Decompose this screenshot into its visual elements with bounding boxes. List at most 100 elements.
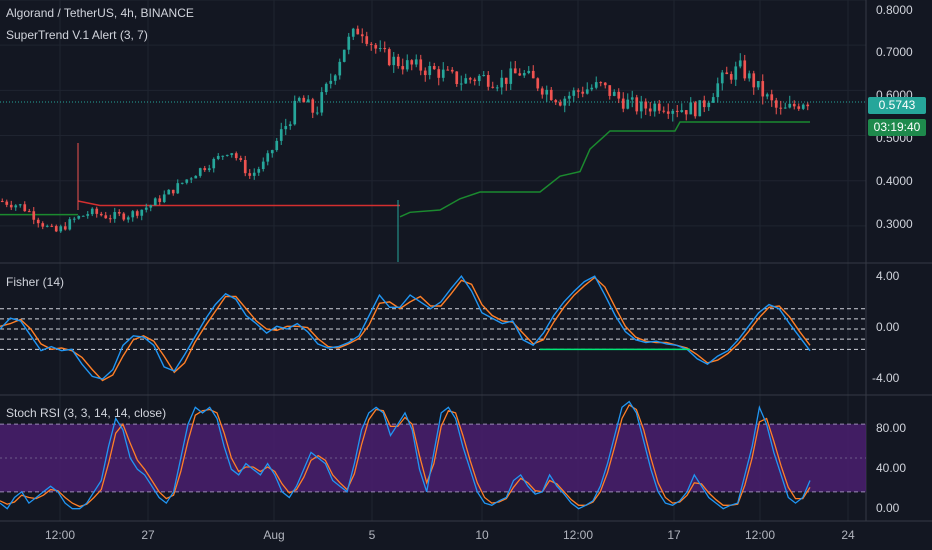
candle-body xyxy=(432,66,436,70)
candle-body xyxy=(396,56,400,67)
candle-body xyxy=(527,70,531,74)
candle-body xyxy=(207,168,211,171)
candle-body xyxy=(554,100,558,103)
time-tick: 5 xyxy=(368,528,376,542)
candle-body xyxy=(545,89,549,95)
candle-body xyxy=(504,77,508,84)
candle-body xyxy=(347,36,351,50)
candle-body xyxy=(635,97,639,112)
candle-body xyxy=(423,70,427,76)
candle-body xyxy=(117,212,121,214)
countdown-tag: 03:19:40 xyxy=(868,119,926,136)
candle-body xyxy=(54,226,58,232)
price-tick: 0.4000 xyxy=(876,174,913,188)
candle-body xyxy=(0,201,4,203)
candle-body xyxy=(518,73,522,76)
candle-body xyxy=(626,99,630,109)
candle-body xyxy=(482,75,486,77)
pane-separators xyxy=(0,0,932,522)
candle-body xyxy=(77,216,81,219)
candle-body xyxy=(266,153,270,162)
candle-body xyxy=(468,78,472,80)
candle-body xyxy=(788,103,792,108)
candle-body xyxy=(378,48,382,50)
candle-body xyxy=(234,153,238,159)
fisher-line xyxy=(0,275,811,380)
candle-body xyxy=(806,104,810,107)
candle-body xyxy=(707,102,711,108)
candle-body xyxy=(684,110,688,115)
candle-body xyxy=(297,97,301,101)
time-tick: 24 xyxy=(841,528,855,542)
candle-body xyxy=(167,189,171,195)
candle-body xyxy=(648,108,652,112)
candle-body xyxy=(572,90,576,96)
candle-body xyxy=(594,82,598,88)
candle-body xyxy=(653,103,657,112)
candle-body xyxy=(212,158,216,169)
candle-body xyxy=(599,82,603,84)
candle-body xyxy=(486,75,490,87)
candle-body xyxy=(225,154,229,156)
stoch-tick: 80.00 xyxy=(876,421,907,435)
candle-body xyxy=(86,214,90,216)
stoch-legend[interactable]: Stoch RSI (3, 3, 14, 14, close) xyxy=(6,406,167,420)
candle-body xyxy=(99,213,103,216)
candle-body xyxy=(612,91,616,96)
candle-body xyxy=(392,56,396,66)
candle-body xyxy=(23,204,27,212)
candle-body xyxy=(63,226,67,230)
candle-body xyxy=(513,68,517,74)
candle-body xyxy=(450,69,454,72)
candle-body xyxy=(446,69,450,71)
candle-body xyxy=(27,211,31,213)
price-tick: 0.3000 xyxy=(876,217,913,231)
time-tick: 27 xyxy=(141,528,155,542)
candle-body xyxy=(608,85,612,96)
candle-body xyxy=(113,212,117,219)
candle-body xyxy=(306,99,310,103)
candle-body xyxy=(765,94,769,97)
candle-body xyxy=(252,172,256,176)
candle-body xyxy=(477,75,481,82)
candle-body xyxy=(455,71,459,85)
candle-body xyxy=(275,140,279,151)
time-tick: 12:00 xyxy=(744,528,776,542)
candle-body xyxy=(153,198,157,206)
candle-body xyxy=(657,103,661,111)
candle-body xyxy=(216,155,220,159)
candle-body xyxy=(221,155,225,157)
candle-body xyxy=(194,175,198,179)
candle-body xyxy=(95,208,99,214)
fisher-levels xyxy=(0,308,866,350)
candle-body xyxy=(50,225,54,227)
symbol-title: Algorand / TetherUS, 4h, BINANCE xyxy=(6,6,194,20)
fisher-legend[interactable]: Fisher (14) xyxy=(6,275,65,289)
candle-body xyxy=(162,194,166,203)
candle-body xyxy=(734,66,738,80)
candle-body xyxy=(176,183,180,194)
grid xyxy=(0,0,866,521)
candle-body xyxy=(131,211,135,218)
candle-body xyxy=(180,182,184,184)
candle-body xyxy=(716,83,720,98)
candle-body xyxy=(320,92,324,113)
candle-body xyxy=(792,103,796,107)
candle-body xyxy=(230,153,234,155)
supertrend-legend[interactable]: SuperTrend V.1 Alert (3, 7) xyxy=(6,28,148,42)
candle-body xyxy=(563,98,567,106)
candle-body xyxy=(333,75,337,81)
candle-body xyxy=(144,207,148,210)
time-tick: 12:00 xyxy=(562,528,594,542)
candle-body xyxy=(59,226,63,232)
candle-body xyxy=(549,89,553,101)
candle-body xyxy=(702,100,706,108)
candle-body xyxy=(567,95,571,99)
candle-body xyxy=(779,107,783,109)
candle-body xyxy=(122,213,126,220)
candle-body xyxy=(257,169,261,173)
candle-body xyxy=(711,97,715,103)
candle-body xyxy=(693,102,697,117)
candle-body xyxy=(540,88,544,95)
